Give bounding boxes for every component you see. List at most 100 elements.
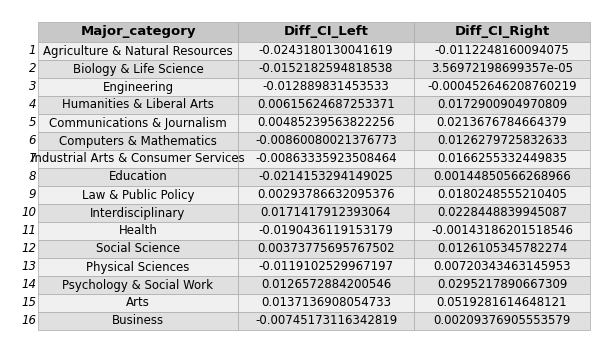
Bar xyxy=(38,60,238,78)
Bar xyxy=(238,168,414,186)
Bar xyxy=(414,222,590,240)
Bar xyxy=(10,186,38,204)
Text: -0.0243180130041619: -0.0243180130041619 xyxy=(259,44,394,57)
Bar xyxy=(238,204,414,222)
Bar xyxy=(10,312,38,330)
Bar xyxy=(238,42,414,60)
Text: 3: 3 xyxy=(29,81,36,94)
Bar xyxy=(10,222,38,240)
Text: Diff_CI_Right: Diff_CI_Right xyxy=(454,25,550,38)
Bar xyxy=(38,78,238,96)
Text: 0.00144850566268966: 0.00144850566268966 xyxy=(433,170,571,183)
Bar xyxy=(38,294,238,312)
Text: Biology & Life Science: Biology & Life Science xyxy=(73,63,203,75)
Bar xyxy=(10,150,38,168)
Bar xyxy=(414,258,590,276)
Bar xyxy=(238,294,414,312)
Bar xyxy=(10,60,38,78)
Bar xyxy=(10,276,38,294)
Bar xyxy=(38,222,238,240)
Bar xyxy=(414,78,590,96)
Bar xyxy=(10,96,38,114)
Text: 14: 14 xyxy=(21,278,36,291)
Bar xyxy=(38,168,238,186)
Text: 6: 6 xyxy=(29,134,36,147)
Text: 0.0295217890667309: 0.0295217890667309 xyxy=(437,278,567,291)
Bar xyxy=(238,22,414,42)
Bar xyxy=(238,312,414,330)
Bar xyxy=(238,150,414,168)
Text: 0.00485239563822256: 0.00485239563822256 xyxy=(257,117,395,130)
Text: Arts: Arts xyxy=(126,296,150,309)
Text: -0.0190436119153179: -0.0190436119153179 xyxy=(259,225,394,238)
Bar xyxy=(238,276,414,294)
Text: Industrial Arts & Consumer Services: Industrial Arts & Consumer Services xyxy=(31,152,245,165)
Text: 0.0126572884200546: 0.0126572884200546 xyxy=(261,278,391,291)
Bar xyxy=(414,96,590,114)
Bar xyxy=(238,114,414,132)
Text: 0.0126279725832633: 0.0126279725832633 xyxy=(437,134,567,147)
Bar xyxy=(414,114,590,132)
Bar xyxy=(10,78,38,96)
Bar xyxy=(10,258,38,276)
Text: 0.00373775695767502: 0.00373775695767502 xyxy=(257,243,395,256)
Bar xyxy=(414,186,590,204)
Text: 1: 1 xyxy=(29,44,36,57)
Text: -0.0119102529967197: -0.0119102529967197 xyxy=(259,260,394,274)
Text: 0.0519281614648121: 0.0519281614648121 xyxy=(437,296,568,309)
Bar xyxy=(10,132,38,150)
Bar xyxy=(238,60,414,78)
Bar xyxy=(10,294,38,312)
Bar xyxy=(38,204,238,222)
Text: -0.00745173116342819: -0.00745173116342819 xyxy=(255,314,397,327)
Bar xyxy=(38,96,238,114)
Text: 0.00209376905553579: 0.00209376905553579 xyxy=(433,314,571,327)
Text: -0.00143186201518546: -0.00143186201518546 xyxy=(431,225,573,238)
Text: 0.0228448839945087: 0.0228448839945087 xyxy=(437,207,567,220)
Text: Agriculture & Natural Resources: Agriculture & Natural Resources xyxy=(43,44,233,57)
Text: Communications & Journalism: Communications & Journalism xyxy=(49,117,227,130)
Text: 0.0137136908054733: 0.0137136908054733 xyxy=(261,296,391,309)
Text: Education: Education xyxy=(109,170,167,183)
Bar xyxy=(38,42,238,60)
Bar xyxy=(38,186,238,204)
Text: 0.0171417912393064: 0.0171417912393064 xyxy=(260,207,391,220)
Bar xyxy=(38,114,238,132)
Bar xyxy=(238,78,414,96)
Bar xyxy=(414,294,590,312)
Text: 0.00615624687253371: 0.00615624687253371 xyxy=(257,99,395,112)
Bar xyxy=(238,186,414,204)
Text: -0.00863335923508464: -0.00863335923508464 xyxy=(255,152,397,165)
Bar xyxy=(414,240,590,258)
Bar xyxy=(38,258,238,276)
Text: -0.0214153294149025: -0.0214153294149025 xyxy=(259,170,394,183)
Bar xyxy=(414,168,590,186)
Text: 8: 8 xyxy=(29,170,36,183)
Bar xyxy=(10,114,38,132)
Bar xyxy=(238,132,414,150)
Text: -0.0112248160094075: -0.0112248160094075 xyxy=(434,44,569,57)
Text: 0.0180248555210405: 0.0180248555210405 xyxy=(437,189,567,201)
Text: Psychology & Social Work: Psychology & Social Work xyxy=(62,278,214,291)
Text: 0.00720343463145953: 0.00720343463145953 xyxy=(433,260,571,274)
Text: Major_category: Major_category xyxy=(80,25,196,38)
Bar xyxy=(238,258,414,276)
Text: -0.0152182594818538: -0.0152182594818538 xyxy=(259,63,393,75)
Bar xyxy=(414,132,590,150)
Bar xyxy=(10,204,38,222)
Bar xyxy=(414,150,590,168)
Text: 0.0172900904970809: 0.0172900904970809 xyxy=(437,99,567,112)
Text: Diff_CI_Left: Diff_CI_Left xyxy=(284,25,368,38)
Bar xyxy=(38,22,238,42)
Bar xyxy=(38,150,238,168)
Text: 0.00293786632095376: 0.00293786632095376 xyxy=(257,189,395,201)
Text: 0.0213676784664379: 0.0213676784664379 xyxy=(437,117,568,130)
Text: 2: 2 xyxy=(29,63,36,75)
Bar xyxy=(38,312,238,330)
Bar xyxy=(238,96,414,114)
Text: 10: 10 xyxy=(21,207,36,220)
Text: 4: 4 xyxy=(29,99,36,112)
Text: 7: 7 xyxy=(29,152,36,165)
Bar xyxy=(414,204,590,222)
Text: -0.00860080021376773: -0.00860080021376773 xyxy=(255,134,397,147)
